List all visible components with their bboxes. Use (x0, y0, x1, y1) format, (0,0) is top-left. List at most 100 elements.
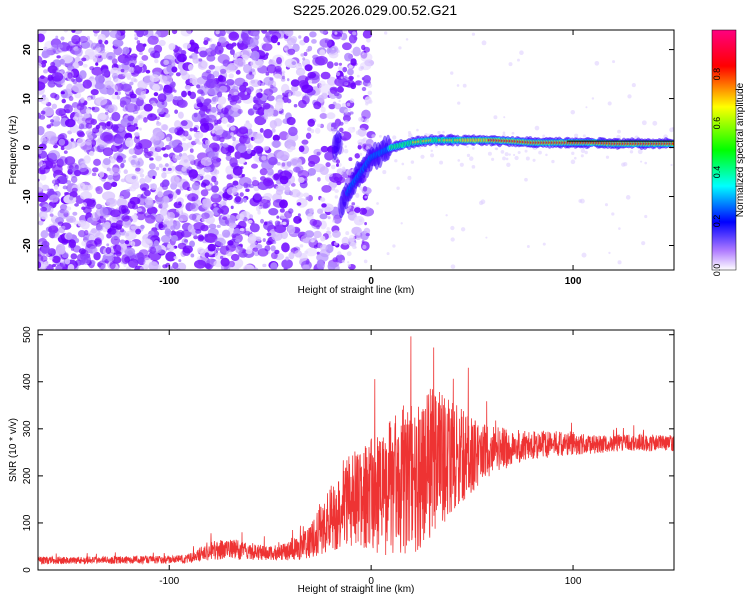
heatmap-cell (275, 185, 285, 192)
heatmap-cell (180, 120, 188, 127)
heatmap-cell (110, 67, 120, 75)
heatmap-cell (146, 206, 158, 215)
heatmap-cell (215, 46, 219, 51)
heatmap-cell (347, 263, 351, 268)
heatmap-cell (611, 212, 615, 216)
heatmap-cell (259, 168, 268, 176)
heatmap-cell (69, 195, 74, 201)
heatmap-cell (386, 252, 390, 256)
heatmap-cell (204, 233, 218, 244)
heatmap-cell (349, 76, 354, 82)
heatmap-cell (274, 73, 282, 79)
heatmap-cell (364, 118, 369, 123)
heatmap-cell (430, 149, 434, 153)
y-tick-label: -10 (22, 189, 33, 204)
heatmap-cell (49, 213, 54, 217)
heatmap-cell (149, 74, 160, 83)
heatmap-cell (176, 99, 188, 108)
heatmap-cell (305, 247, 318, 257)
heatmap-cell (42, 106, 54, 117)
heatmap-cell (158, 186, 163, 192)
heatmap-cell (106, 243, 110, 247)
heatmap-cell (251, 180, 260, 187)
heatmap-cell (194, 259, 207, 269)
heatmap-cell (357, 232, 361, 236)
heatmap-cell (298, 218, 302, 222)
heatmap-cell (286, 98, 292, 104)
heatmap-cell (472, 147, 475, 150)
heatmap-cell (324, 151, 334, 161)
heatmap-cell (309, 208, 314, 214)
heatmap-cell (302, 192, 310, 198)
heatmap-cell (226, 78, 235, 86)
heatmap-cell (163, 75, 173, 85)
heatmap-cell (238, 176, 252, 187)
heatmap-cell (342, 42, 352, 51)
heatmap-cell (279, 208, 285, 213)
heatmap-cell (303, 36, 310, 43)
heatmap-cell (121, 214, 130, 222)
heatmap-cell (171, 66, 178, 73)
heatmap-cell (164, 92, 174, 102)
heatmap-cell (253, 99, 259, 104)
heatmap-cell (93, 158, 102, 166)
heatmap-cell (331, 31, 343, 40)
heatmap-cell (268, 207, 279, 216)
heatmap-cell (113, 46, 123, 56)
heatmap-cell (356, 74, 360, 78)
heatmap-cell (170, 234, 179, 242)
heatmap-cell (127, 115, 135, 122)
heatmap-cell (211, 175, 217, 183)
heatmap-cell (213, 126, 224, 136)
heatmap-cell (157, 93, 167, 103)
heatmap-cell (382, 170, 387, 175)
heatmap-cell (339, 36, 343, 40)
heatmap-cell (206, 54, 216, 62)
heatmap-cell (43, 46, 48, 51)
heatmap-cell (329, 173, 333, 177)
heatmap-cell (109, 209, 121, 218)
heatmap-cell (327, 262, 336, 270)
heatmap-cell (171, 30, 178, 35)
heatmap-cell (154, 52, 161, 59)
heatmap-cell (239, 192, 244, 197)
heatmap-cell (274, 101, 284, 112)
heatmap-cell (274, 65, 282, 73)
heatmap-cell (321, 203, 327, 208)
heatmap-cell (268, 156, 278, 166)
snr-x-label: Height of straight line (km) (298, 584, 415, 595)
heatmap-cell (319, 113, 328, 119)
snr-panel: -100 0 100 0 100 200 300 400 500 Height of stra… (8, 326, 675, 595)
heatmap-cell (313, 101, 322, 110)
heatmap-cell (270, 245, 276, 252)
heatmap-cell (81, 206, 86, 210)
heatmap-cell (652, 120, 658, 126)
heatmap-cell (133, 78, 138, 83)
heatmap-cell (225, 155, 233, 161)
heatmap-cell (43, 69, 49, 74)
heatmap-cell (226, 124, 232, 128)
heatmap-cell (355, 130, 361, 136)
heatmap-cell (293, 104, 298, 108)
heatmap-cell (152, 83, 160, 92)
heatmap-cell (578, 199, 583, 203)
heatmap-cell (181, 155, 189, 165)
heatmap-cell (290, 182, 296, 187)
heatmap-cell (365, 138, 374, 148)
heatmap-cell (90, 89, 99, 96)
heatmap-cell (114, 78, 121, 84)
heatmap-cell (288, 251, 295, 260)
heatmap-cell (364, 222, 367, 226)
heatmap-cell (212, 207, 221, 216)
heatmap-cell (83, 155, 91, 164)
heatmap-cell (243, 136, 251, 145)
heatmap-cell (419, 146, 422, 149)
heatmap-cell (326, 226, 331, 231)
heatmap-cell (228, 31, 240, 41)
heatmap-cell (104, 80, 114, 89)
heatmap-cell (362, 30, 373, 39)
heatmap-cell (92, 127, 100, 134)
heatmap-cell (352, 244, 357, 250)
heatmap-cell (368, 99, 373, 104)
heatmap-cell (337, 50, 341, 53)
